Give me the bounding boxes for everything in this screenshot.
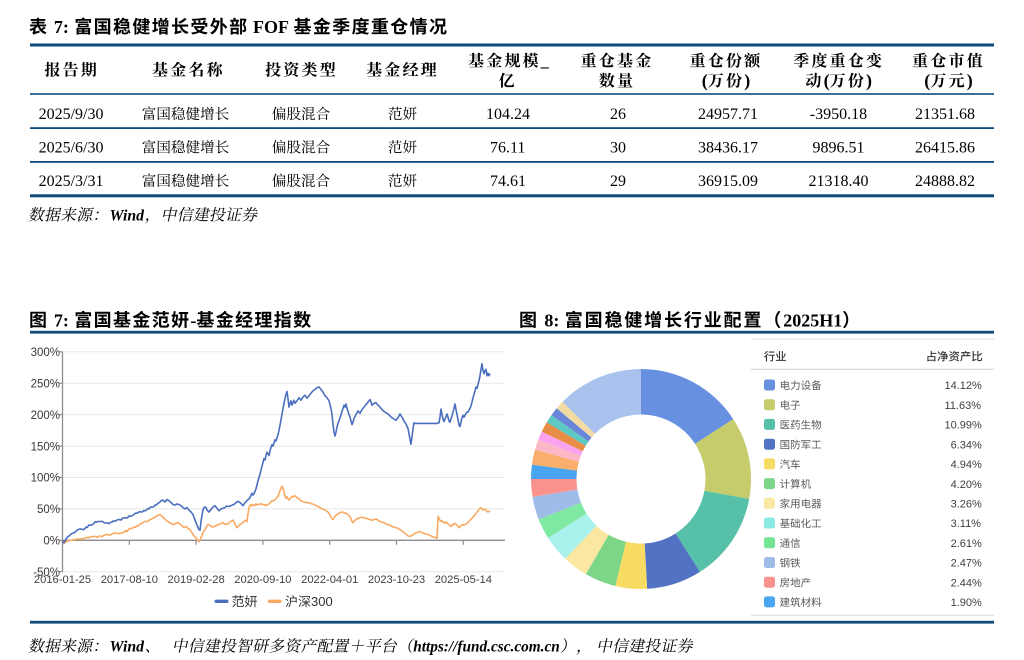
svg-text:21351.68: 21351.68: [915, 106, 975, 123]
svg-text:1.90%: 1.90%: [951, 597, 982, 609]
svg-text:150%: 150%: [31, 441, 60, 453]
svg-text:24957.71: 24957.71: [698, 106, 758, 123]
svg-text:(: (: [924, 70, 930, 91]
svg-text:): ): [866, 70, 872, 91]
svg-text:29: 29: [610, 173, 626, 190]
svg-text:4.20%: 4.20%: [951, 479, 982, 491]
svg-text:0%: 0%: [43, 536, 60, 548]
svg-text:50%: 50%: [37, 504, 60, 516]
svg-text:2.44%: 2.44%: [951, 577, 982, 589]
svg-text:7:: 7:: [54, 17, 69, 37]
svg-text:100%: 100%: [31, 473, 60, 485]
svg-text:2019-02-28: 2019-02-28: [168, 574, 225, 586]
svg-text:-: -: [190, 310, 196, 330]
svg-text:300: 300: [311, 594, 333, 609]
svg-text:2025/9/30: 2025/9/30: [39, 106, 104, 123]
svg-text:250%: 250%: [31, 378, 60, 390]
svg-text:2025/6/30: 2025/6/30: [39, 139, 104, 156]
svg-text:_: _: [540, 53, 550, 70]
svg-text:36915.09: 36915.09: [698, 173, 758, 190]
svg-text:9896.51: 9896.51: [813, 139, 865, 156]
svg-text:26415.86: 26415.86: [915, 139, 975, 156]
svg-text:3.26%: 3.26%: [951, 499, 982, 511]
svg-text:-50%: -50%: [33, 567, 60, 579]
svg-text:300%: 300%: [31, 347, 60, 359]
svg-text:2022-04-01: 2022-04-01: [301, 574, 358, 586]
svg-text:38436.17: 38436.17: [698, 139, 758, 156]
svg-text:https://fund.csc.com.cn: https://fund.csc.com.cn: [413, 639, 560, 656]
svg-text:Wind: Wind: [110, 639, 146, 656]
svg-text:FOF: FOF: [253, 17, 289, 37]
svg-text:30: 30: [610, 139, 626, 156]
svg-text:76.11: 76.11: [490, 139, 525, 156]
svg-text:(: (: [824, 70, 830, 91]
svg-text:): ): [967, 70, 973, 91]
svg-text:10.99%: 10.99%: [945, 420, 983, 432]
svg-text:26: 26: [610, 106, 626, 123]
svg-text:8:: 8:: [544, 310, 559, 330]
svg-text:2025H1: 2025H1: [783, 310, 842, 330]
svg-text:(: (: [702, 70, 708, 91]
svg-text:14.12%: 14.12%: [945, 380, 983, 392]
svg-text:2020-09-10: 2020-09-10: [234, 574, 291, 586]
svg-text:200%: 200%: [31, 410, 60, 422]
svg-text:-3950.18: -3950.18: [810, 106, 867, 123]
svg-text:104.24: 104.24: [486, 106, 530, 123]
svg-text:): ): [744, 70, 750, 91]
svg-text:24888.82: 24888.82: [915, 173, 975, 190]
svg-text:6.34%: 6.34%: [951, 439, 982, 451]
svg-text:11.63%: 11.63%: [945, 400, 982, 412]
svg-text:2023-10-23: 2023-10-23: [368, 574, 425, 586]
svg-text:2025-05-14: 2025-05-14: [435, 574, 492, 586]
svg-text:Wind: Wind: [110, 207, 146, 224]
svg-text:2025/3/31: 2025/3/31: [39, 173, 104, 190]
svg-text:2016-01-25: 2016-01-25: [34, 574, 91, 586]
svg-text:74.61: 74.61: [490, 173, 526, 190]
svg-text:4.94%: 4.94%: [951, 459, 982, 471]
svg-text:3.11%: 3.11%: [951, 518, 982, 530]
svg-text:2.61%: 2.61%: [951, 538, 982, 550]
svg-text:2.47%: 2.47%: [951, 558, 982, 570]
svg-text:2017-08-10: 2017-08-10: [101, 574, 158, 586]
svg-text:7:: 7:: [54, 310, 69, 330]
svg-text:21318.40: 21318.40: [809, 173, 869, 190]
